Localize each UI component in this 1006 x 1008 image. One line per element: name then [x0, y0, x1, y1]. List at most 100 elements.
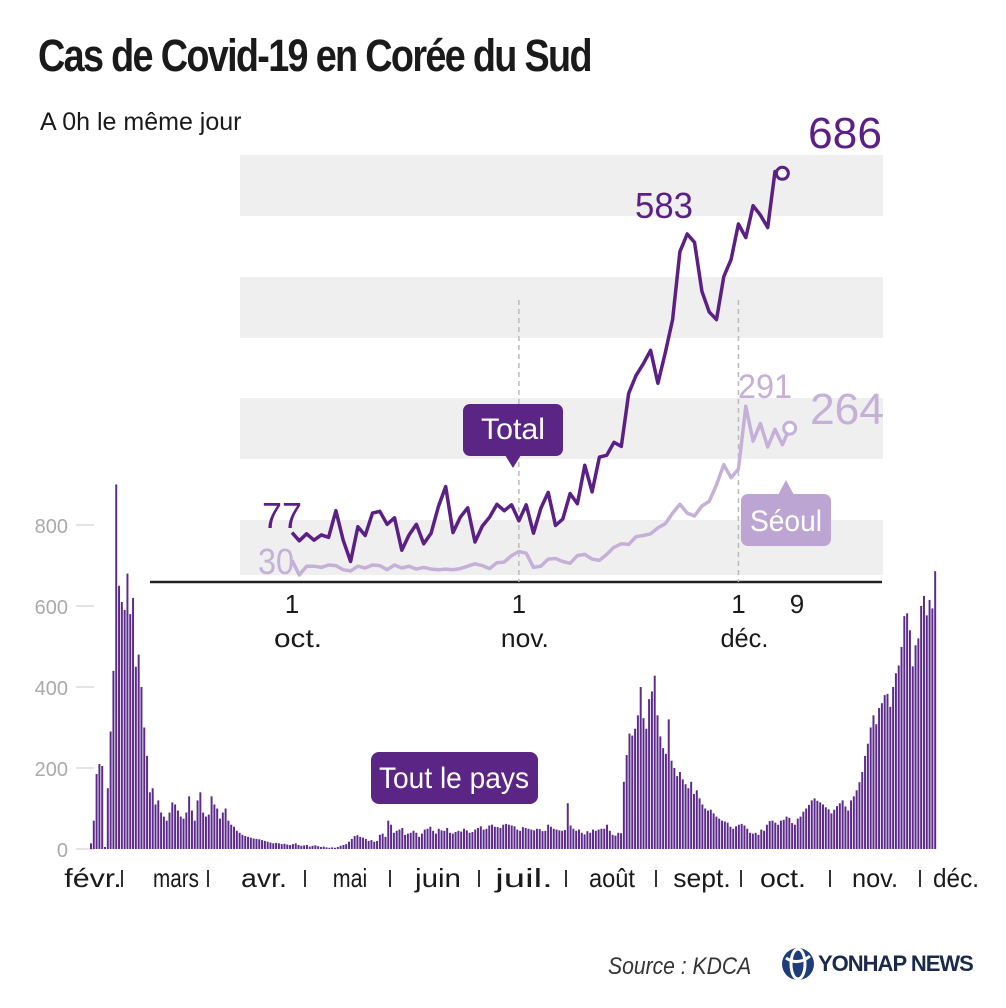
bar — [255, 838, 258, 850]
y-tick-label: 200 — [35, 759, 68, 781]
bar — [120, 601, 123, 849]
bar — [241, 834, 244, 850]
bar — [586, 831, 589, 849]
series-line-séoul — [290, 404, 792, 577]
bar — [864, 755, 867, 849]
bar — [359, 836, 362, 849]
bar — [737, 824, 740, 849]
bar — [499, 827, 502, 849]
bar — [387, 820, 390, 849]
bar — [362, 837, 365, 849]
month-label: déc. — [933, 863, 979, 893]
bar — [544, 830, 547, 849]
bar — [207, 814, 210, 850]
bar — [249, 837, 252, 849]
bar — [690, 781, 693, 849]
bar — [95, 774, 98, 850]
bar — [698, 798, 701, 850]
bar — [841, 800, 844, 849]
bar — [934, 571, 937, 849]
bar — [855, 790, 858, 849]
grid-band — [240, 277, 883, 338]
bar — [171, 802, 174, 849]
bar — [819, 802, 822, 849]
bar — [676, 776, 679, 849]
inset-month-label: déc. — [720, 623, 768, 653]
bar — [541, 831, 544, 849]
bar — [897, 665, 900, 849]
bar — [342, 844, 345, 849]
bar — [446, 827, 449, 849]
bar — [179, 816, 182, 849]
bar — [507, 824, 510, 849]
bar — [101, 765, 104, 850]
country-badge — [371, 752, 538, 804]
bar — [196, 800, 199, 849]
bar — [418, 836, 421, 849]
bar — [922, 595, 925, 850]
bar — [238, 832, 241, 849]
bar — [415, 832, 418, 849]
bar — [549, 826, 552, 850]
bar — [810, 800, 813, 849]
bar — [648, 699, 651, 849]
seoul-callout — [741, 494, 831, 546]
bar — [104, 846, 106, 850]
bar — [667, 719, 670, 849]
bar — [538, 829, 541, 849]
month-label: juin — [414, 863, 461, 893]
bar — [600, 828, 603, 849]
bar — [656, 715, 659, 849]
bar — [112, 670, 115, 849]
bar — [580, 832, 583, 849]
bar — [325, 847, 328, 849]
bar — [634, 728, 637, 850]
seoul-peak-label: 291 — [738, 368, 792, 406]
bar — [813, 798, 816, 850]
bar — [502, 824, 505, 849]
bar — [712, 813, 715, 849]
bar — [782, 819, 785, 849]
y-tick-label: 800 — [35, 516, 68, 538]
bar — [628, 733, 631, 850]
bar — [566, 803, 569, 850]
bar — [261, 840, 264, 849]
bar — [443, 830, 446, 849]
bar — [704, 808, 707, 849]
bar — [763, 830, 766, 849]
bar — [126, 573, 129, 849]
series-line-total — [290, 169, 783, 564]
bar — [749, 832, 752, 849]
inset-day-label: 1 — [731, 589, 745, 619]
bar — [204, 816, 207, 849]
bar — [653, 675, 656, 849]
bar — [334, 847, 336, 849]
bar — [319, 846, 322, 850]
month-label: nov. — [852, 863, 898, 893]
bar — [785, 816, 788, 849]
bar — [589, 832, 592, 849]
bar — [743, 825, 746, 849]
bar — [463, 828, 465, 849]
bar — [448, 832, 451, 849]
bar — [280, 844, 283, 849]
bar — [505, 823, 508, 849]
bar — [732, 828, 735, 849]
bar — [263, 840, 266, 849]
bar — [740, 823, 743, 849]
bar — [723, 821, 726, 849]
bar — [471, 831, 474, 849]
bar — [367, 840, 370, 849]
bar — [535, 828, 538, 849]
bar — [434, 833, 437, 849]
bar — [617, 832, 620, 849]
bar — [603, 828, 606, 849]
bar — [115, 484, 118, 849]
bar — [805, 808, 808, 849]
bar — [513, 826, 516, 849]
bar — [852, 796, 855, 849]
bar — [426, 828, 429, 849]
bar — [791, 823, 794, 849]
bar — [850, 800, 853, 849]
bar — [381, 833, 384, 849]
